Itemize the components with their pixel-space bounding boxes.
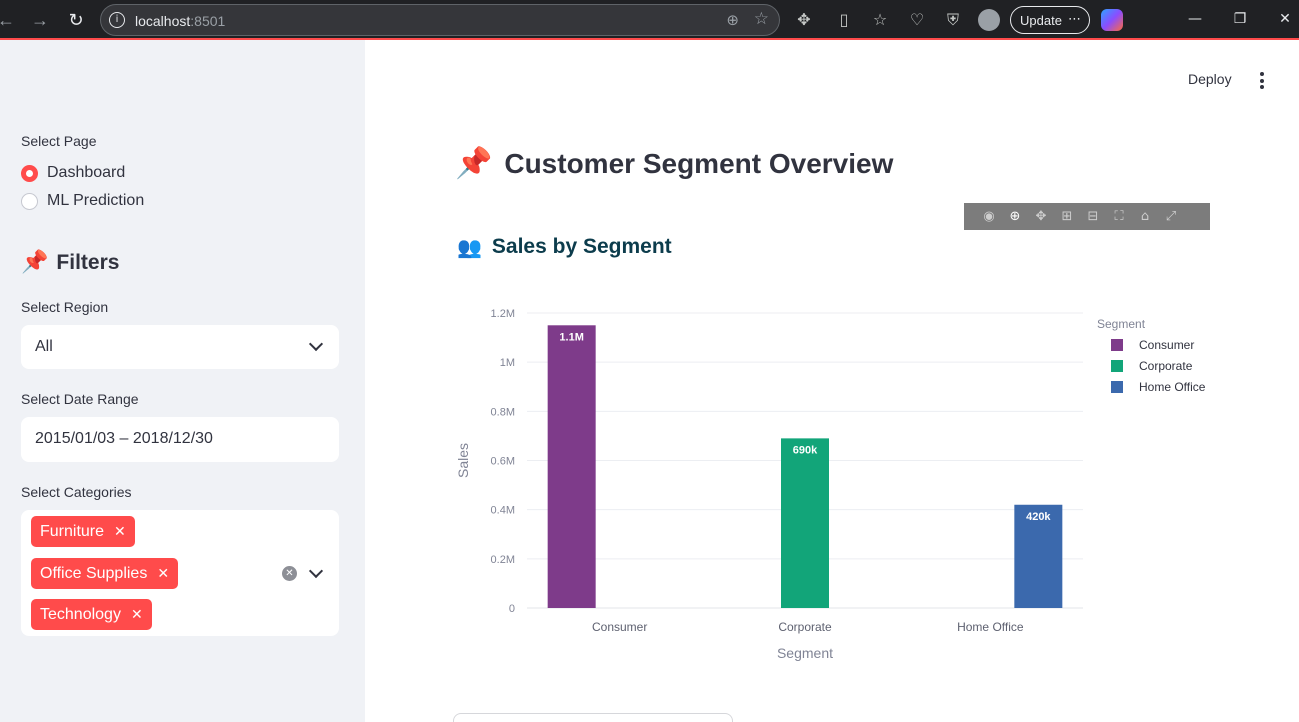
- browser-toolbar: ← → ↻ i localhost:8501 ⊕ ☆ ✥ ▯ ☆ ♡ ⛨ Upd…: [0, 0, 1299, 40]
- pushpin-icon: 📌: [455, 146, 493, 181]
- legend-item: Home Office: [1139, 380, 1206, 394]
- x-axis-title: Segment: [777, 645, 833, 661]
- x-tick-label: Home Office: [957, 620, 1024, 634]
- home-icon[interactable]: ⌂: [1140, 209, 1150, 224]
- copilot-icon[interactable]: [1101, 9, 1123, 31]
- region-select[interactable]: All: [21, 325, 339, 369]
- date-range-label: Select Date Range: [21, 391, 139, 407]
- back-icon[interactable]: ←: [0, 9, 15, 30]
- minimize-icon[interactable]: —: [1188, 11, 1202, 27]
- pushpin-icon: 📌: [21, 250, 49, 275]
- profile-avatar[interactable]: [978, 9, 1000, 31]
- chevron-down-icon[interactable]: [308, 563, 324, 579]
- autoscale-icon[interactable]: ⛶: [1114, 209, 1124, 224]
- fullscreen-icon[interactable]: ⤢: [1165, 209, 1177, 224]
- y-tick-label: 0.2M: [491, 554, 515, 566]
- date-range-input[interactable]: 2015/01/03 – 2018/12/30: [21, 417, 339, 462]
- more-dots-icon: ⋯: [1068, 11, 1081, 26]
- sidebar: Select Page Dashboard ML Prediction 📌 Fi…: [0, 40, 365, 722]
- page-title: 📌 Customer Segment Overview: [455, 146, 894, 181]
- categories-multiselect[interactable]: Furniture ✕ Office Supplies ✕ Technology ✕ …: [21, 510, 339, 636]
- remove-tag-icon[interactable]: ✕: [130, 606, 143, 622]
- bar-consumer: [547, 325, 596, 608]
- camera-icon[interactable]: ◉: [983, 209, 995, 224]
- forward-icon[interactable]: →: [31, 9, 49, 30]
- legend-title: Segment: [1097, 317, 1146, 331]
- legend-swatch: [1111, 360, 1123, 372]
- legend-swatch: [1111, 381, 1123, 393]
- sales-by-segment-chart[interactable]: 0 0.2M 0.4M 0.6M 0.8M 1M 1.2M 1.1M Consumer 690k C…: [445, 290, 1225, 680]
- status-accent-line: [0, 38, 1299, 40]
- data-label: 690k: [793, 444, 818, 456]
- people-icon: 👥: [457, 235, 482, 259]
- data-label: 1.1M: [559, 331, 583, 343]
- data-label: 420k: [1026, 511, 1051, 523]
- x-tick-label: Corporate: [778, 620, 832, 634]
- radio-dashboard[interactable]: Dashboard: [21, 164, 125, 182]
- zoom-icon[interactable]: ⊕: [726, 12, 739, 29]
- chart-heading: 👥 Sales by Segment: [457, 235, 672, 259]
- bookmark-star-icon[interactable]: ☆: [753, 9, 769, 28]
- x-tick-label: Consumer: [592, 620, 647, 634]
- region-label: Select Region: [21, 299, 109, 315]
- address-bar[interactable]: i localhost:8501 ⊕ ☆: [100, 4, 780, 36]
- chart-modebar: ◉ ⊕ ✥ ⊞ ⊟ ⛶ ⌂ ⤢: [964, 203, 1210, 230]
- split-screen-icon[interactable]: ▯: [839, 10, 849, 29]
- zoom-out-icon[interactable]: ⊟: [1087, 209, 1099, 224]
- y-axis-title: Sales: [455, 443, 471, 478]
- legend-item: Consumer: [1139, 338, 1194, 352]
- radio-button[interactable]: [21, 164, 38, 182]
- update-button[interactable]: Update ⋯: [1010, 6, 1090, 34]
- favorites-icon[interactable]: ☆: [872, 10, 888, 29]
- y-tick-label: 0.8M: [491, 406, 515, 418]
- site-info-icon[interactable]: i: [109, 12, 125, 28]
- zoom-in-icon[interactable]: ⊞: [1061, 209, 1073, 224]
- legend-item: Corporate: [1139, 359, 1193, 373]
- bar-corporate: [781, 438, 829, 608]
- y-tick-label: 0.6M: [491, 456, 515, 468]
- filters-heading: 📌 Filters: [21, 250, 120, 275]
- browser-essentials-icon[interactable]: ♡: [909, 10, 925, 29]
- pan-icon[interactable]: ✥: [1035, 209, 1047, 224]
- url-text[interactable]: localhost:8501: [135, 13, 226, 29]
- chevron-down-icon[interactable]: [308, 336, 324, 352]
- legend-swatch: [1111, 339, 1123, 351]
- clear-all-icon[interactable]: ✕: [282, 566, 297, 581]
- category-tag[interactable]: Furniture ✕: [31, 516, 135, 547]
- restore-icon[interactable]: ❐: [1233, 11, 1247, 27]
- y-tick-label: 1.2M: [491, 308, 515, 320]
- deploy-button[interactable]: Deploy: [1188, 71, 1232, 87]
- category-tag[interactable]: Technology ✕: [31, 599, 152, 630]
- radio-ml-prediction[interactable]: ML Prediction: [21, 192, 144, 210]
- categories-label: Select Categories: [21, 484, 132, 500]
- extensions-icon[interactable]: ✥: [797, 10, 811, 29]
- remove-tag-icon[interactable]: ✕: [114, 523, 126, 539]
- reload-icon[interactable]: ↻: [68, 9, 84, 30]
- y-tick-label: 0.4M: [491, 505, 515, 517]
- main-content: Deploy 📌 Customer Segment Overview ◉ ⊕ ✥…: [365, 40, 1299, 722]
- zoom-icon[interactable]: ⊕: [1009, 209, 1021, 224]
- remove-tag-icon[interactable]: ✕: [157, 565, 170, 581]
- shield-icon[interactable]: ⛨: [946, 10, 959, 29]
- y-tick-label: 0: [509, 603, 515, 615]
- category-tag[interactable]: Office Supplies ✕: [31, 558, 179, 589]
- main-menu-icon[interactable]: [1260, 72, 1264, 92]
- y-tick-label: 1M: [500, 357, 515, 369]
- page-select-label: Select Page: [21, 133, 97, 149]
- close-icon[interactable]: ✕: [1279, 11, 1291, 27]
- bar-home-office: [1014, 504, 1063, 608]
- radio-button[interactable]: [21, 192, 38, 210]
- radio-label: ML Prediction: [47, 192, 145, 209]
- radio-label: Dashboard: [47, 164, 126, 181]
- next-widget-box: [453, 713, 733, 722]
